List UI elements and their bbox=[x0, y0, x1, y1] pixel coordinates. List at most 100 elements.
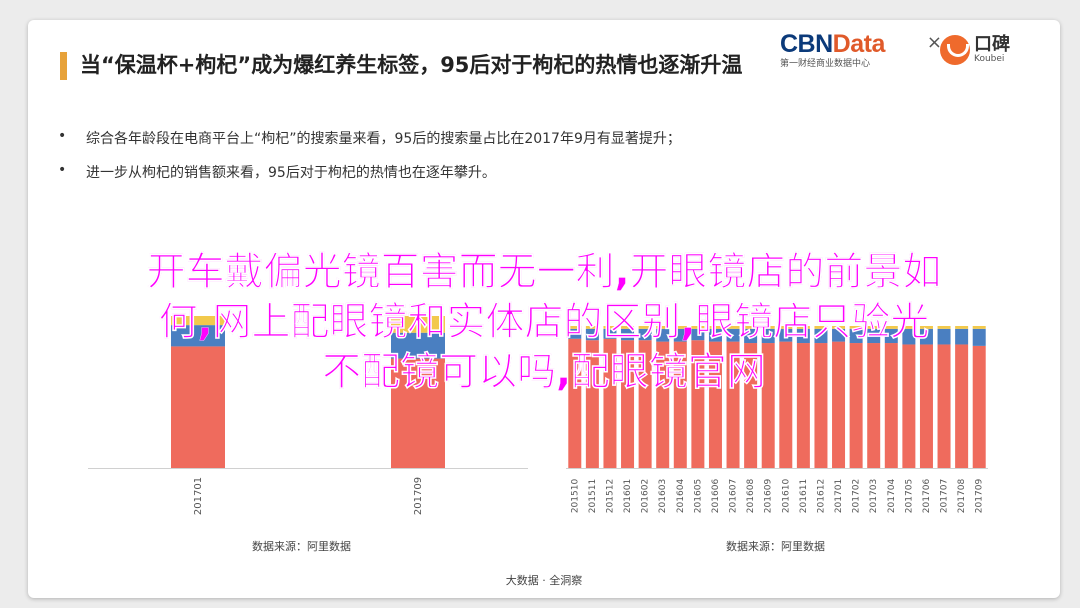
left-tick-label: 201709 bbox=[413, 477, 424, 515]
left-chart-source: 数据来源：阿里数据 bbox=[252, 540, 351, 553]
right-bar-segment bbox=[726, 341, 740, 468]
bullet-dot: • bbox=[58, 162, 67, 178]
bullet-text: 综合各年龄段在电商平台上“枸杞”的搜索量来看，95后的搜索量占比在2017年9月… bbox=[86, 131, 681, 147]
right-bar-segment bbox=[656, 341, 670, 468]
right-bar-segment bbox=[955, 328, 969, 345]
slide: 当“保温杯+枸杞”成为爆红养生标签，95后对于枸杞的热情也逐渐升温 CBNDat… bbox=[28, 20, 1060, 598]
right-bar-segment bbox=[585, 328, 599, 341]
right-bar-segment bbox=[761, 328, 775, 344]
right-bar-segment bbox=[621, 326, 635, 329]
right-tick-label: 201612 bbox=[816, 479, 826, 513]
left-bar-segment bbox=[391, 332, 445, 359]
right-tick-label: 201701 bbox=[834, 479, 844, 513]
right-tick-label: 201704 bbox=[887, 479, 897, 514]
right-bar-segment bbox=[832, 328, 846, 342]
right-bar-segment bbox=[779, 326, 793, 329]
right-bar-segment bbox=[585, 326, 599, 329]
right-tick-label: 201707 bbox=[940, 479, 950, 513]
right-bar-segment bbox=[884, 343, 898, 468]
right-bar-segment bbox=[673, 341, 687, 468]
right-bar-segment bbox=[621, 328, 635, 341]
right-bar-segment bbox=[814, 343, 828, 468]
right-bar-segment bbox=[902, 326, 916, 329]
left-tick-label: 201701 bbox=[193, 477, 204, 515]
right-bar-segment bbox=[638, 328, 652, 341]
right-bar-segment bbox=[919, 328, 933, 345]
right-bar-segment bbox=[867, 343, 881, 468]
right-bar-segment bbox=[726, 328, 740, 342]
right-bar-segment bbox=[849, 326, 863, 329]
overlay-headline: 开车戴偏光镜百害而无一利,开眼镜店的前景如 何,网上配眼镜和实体店的区别,眼镜店… bbox=[28, 248, 1060, 398]
right-bar-segment bbox=[884, 328, 898, 344]
cbndata-logo: CBNData 第一财经商业数据中心 bbox=[780, 30, 920, 70]
right-bar-segment bbox=[867, 328, 881, 344]
right-bar-segment bbox=[638, 340, 652, 468]
bullet-item: • 综合各年龄段在电商平台上“枸杞”的搜索量来看，95后的搜索量占比在2017年… bbox=[58, 128, 958, 148]
koubei-logo: 口碑 Koubei bbox=[940, 30, 1032, 70]
overlay-line-3: 不配镜可以吗,配眼镜官网 bbox=[322, 350, 766, 395]
right-tick-label: 201512 bbox=[605, 479, 615, 513]
right-tick-label: 201511 bbox=[588, 479, 598, 513]
right-bar-segment bbox=[568, 328, 582, 339]
right-bar-segment bbox=[884, 326, 898, 329]
right-tick-label: 201609 bbox=[764, 479, 774, 514]
charts-canvas: 201701 201709 201510 201511 201512 201601 2016… bbox=[88, 316, 988, 515]
overlay-line-2: 何,网上配眼镜和实体店的区别,眼镜店只验光 bbox=[158, 300, 930, 345]
right-tick-label: 201510 bbox=[570, 479, 580, 514]
right-tick-label: 201702 bbox=[852, 479, 862, 513]
right-bar-segment bbox=[691, 328, 705, 341]
left-bar-segment bbox=[391, 316, 445, 333]
right-bar-segment bbox=[937, 328, 951, 345]
right-bar-segment bbox=[796, 328, 810, 344]
right-bar-segment bbox=[691, 326, 705, 329]
right-bar-segment bbox=[673, 326, 687, 329]
right-tick-label: 201709 bbox=[975, 479, 985, 514]
right-tick-label: 201603 bbox=[658, 479, 668, 513]
right-bar-segment bbox=[972, 328, 986, 346]
right-bar-segment bbox=[708, 341, 722, 468]
right-bar-segment bbox=[568, 338, 582, 468]
title-accent-bar bbox=[60, 52, 67, 80]
right-bar-segment bbox=[744, 328, 758, 344]
right-bar-segment bbox=[814, 326, 828, 329]
right-bar-segment bbox=[972, 345, 986, 468]
right-bar-segment bbox=[585, 340, 599, 468]
right-chart-source: 数据来源：阿里数据 bbox=[726, 540, 825, 553]
left-bar-segment bbox=[391, 358, 445, 468]
right-bar-segment bbox=[779, 328, 793, 342]
right-bar-segment bbox=[867, 326, 881, 329]
koubei-logo-subtitle: Koubei bbox=[974, 54, 1005, 64]
right-bar-segment bbox=[796, 326, 810, 329]
left-bar-segment bbox=[171, 316, 225, 326]
right-bar-segment bbox=[919, 344, 933, 468]
right-bar-segment bbox=[902, 344, 916, 468]
right-tick-label: 201703 bbox=[869, 479, 879, 513]
right-bar-segment bbox=[673, 328, 687, 342]
right-bar-segment bbox=[761, 343, 775, 468]
bullet-text: 进一步从枸杞的销售额来看，95后对于枸杞的热情也在逐年攀升。 bbox=[86, 165, 496, 181]
right-bar-segment bbox=[832, 341, 846, 468]
right-bar-segment bbox=[902, 328, 916, 345]
bullet-item: • 进一步从枸杞的销售额来看，95后对于枸杞的热情也在逐年攀升。 bbox=[58, 162, 958, 182]
right-tick-label: 201608 bbox=[746, 479, 756, 514]
bullet-list: • 综合各年龄段在电商平台上“枸杞”的搜索量来看，95后的搜索量占比在2017年… bbox=[58, 128, 958, 196]
right-bar-segment bbox=[708, 328, 722, 342]
right-bar-segment bbox=[919, 326, 933, 329]
bullet-dot: • bbox=[58, 128, 67, 144]
right-bar-segment bbox=[656, 328, 670, 342]
right-bar-segment bbox=[691, 340, 705, 468]
right-bar-segment bbox=[779, 341, 793, 468]
right-bar-segment bbox=[796, 343, 810, 468]
right-bar-segment bbox=[955, 344, 969, 468]
right-bar-segment bbox=[744, 343, 758, 468]
cbndata-logo-prefix: CBN bbox=[780, 30, 833, 58]
right-bar-segment bbox=[568, 326, 582, 329]
right-tick-label: 201708 bbox=[957, 479, 967, 514]
right-bar-segment bbox=[621, 340, 635, 468]
right-bar-segment bbox=[761, 326, 775, 329]
right-bar-segment bbox=[849, 328, 863, 344]
right-bar-segment bbox=[849, 343, 863, 468]
cbndata-logo-suffix: Data bbox=[832, 30, 886, 58]
right-tick-label: 201611 bbox=[799, 479, 809, 513]
left-bar-segment bbox=[171, 325, 225, 347]
